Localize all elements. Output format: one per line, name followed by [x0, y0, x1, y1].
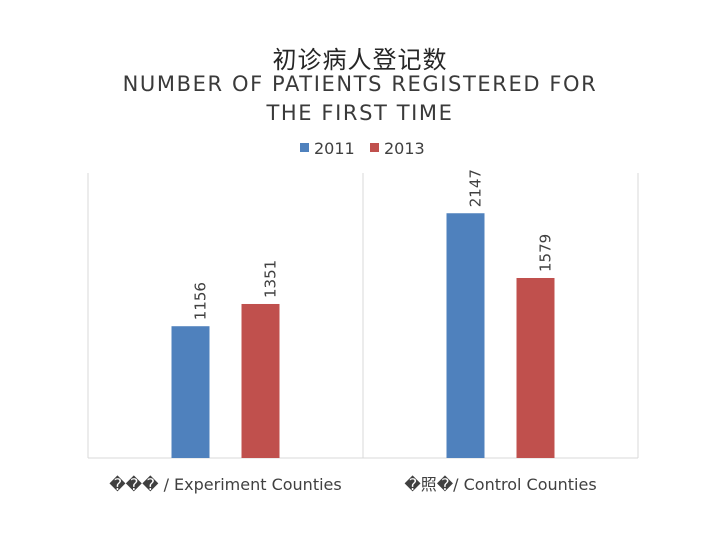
- legend-swatch-2013: [370, 143, 379, 152]
- legend-swatch-2011: [300, 143, 309, 152]
- chart-subtitle: NUMBER OF PATIENTS REGISTERED FOR THE FI…: [122, 72, 598, 125]
- category-label-0: ��� / Experiment Counties: [109, 475, 341, 494]
- data-label-2013-1: 1579: [537, 234, 555, 272]
- category-ticks: ��� / Experiment Counties �照�/ Control Co…: [109, 475, 596, 494]
- bar-2011-1: [446, 213, 485, 458]
- data-label-2013-0: 1351: [262, 260, 280, 298]
- bar-2013-1: [516, 277, 555, 458]
- legend-label-2011: 2011: [314, 139, 355, 158]
- category-label-1: �照�/ Control Counties: [404, 475, 596, 494]
- legend-label-2013: 2013: [384, 139, 425, 158]
- data-label-2011-1: 2147: [467, 169, 485, 207]
- bar-2011-0: [171, 326, 210, 458]
- plot-frame: [87, 173, 639, 459]
- bar-2013-0: [241, 303, 280, 458]
- data-labels: 1156 1351 2147 1579: [192, 169, 555, 320]
- legend: 2011 2013: [300, 139, 425, 158]
- data-label-2011-0: 1156: [192, 282, 210, 320]
- chart-title: 初诊病人登记数: [272, 46, 448, 74]
- bars: [171, 213, 555, 458]
